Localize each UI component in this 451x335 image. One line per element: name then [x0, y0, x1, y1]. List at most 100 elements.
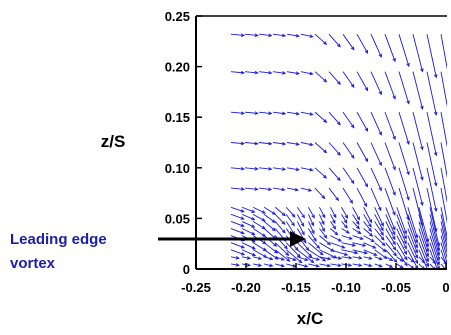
velocity-vector-head: [358, 263, 363, 267]
velocity-vector-head: [403, 235, 407, 240]
velocity-vector-head: [433, 182, 438, 187]
velocity-vector: [314, 111, 327, 123]
velocity-vector: [241, 242, 256, 250]
velocity-vector-head: [295, 33, 300, 38]
velocity-vector: [244, 187, 258, 190]
velocity-vector: [300, 142, 313, 146]
velocity-vector: [330, 228, 338, 236]
velocity-vector: [396, 207, 407, 234]
velocity-vector: [398, 34, 410, 67]
velocity-vector: [440, 112, 447, 148]
velocity-vector: [241, 249, 256, 257]
velocity-vector-head: [425, 248, 430, 253]
velocity-vector-head: [359, 236, 364, 240]
velocity-vector-head: [358, 256, 363, 260]
velocity-vector-head: [307, 188, 313, 192]
velocity-vector-head: [268, 70, 273, 75]
velocity-vector-head: [436, 242, 441, 247]
velocity-vector-head: [425, 263, 430, 268]
velocity-vector: [356, 187, 367, 207]
velocity-vector: [300, 33, 313, 38]
velocity-vector-head: [274, 256, 279, 260]
velocity-vector-head: [251, 209, 256, 213]
velocity-vector: [230, 111, 245, 114]
velocity-vector-head: [448, 159, 451, 162]
velocity-vector-head: [326, 241, 331, 246]
velocity-vector: [263, 249, 279, 260]
velocity-vector-head: [291, 213, 296, 218]
velocity-vector-head: [393, 252, 397, 257]
velocity-vector-head: [309, 167, 314, 172]
velocity-vector: [241, 256, 251, 259]
velocity-vector-head: [378, 131, 382, 136]
velocity-vector-head: [316, 244, 321, 249]
velocity-vector-head: [392, 135, 396, 141]
velocity-vector: [252, 242, 267, 251]
velocity-vector-head: [420, 68, 424, 73]
velocity-vector: [319, 256, 331, 260]
velocity-vector-head: [291, 222, 295, 227]
velocity-vector: [440, 214, 447, 244]
velocity-vector-head: [448, 247, 451, 250]
velocity-vector-head: [333, 255, 338, 259]
velocity-vector: [374, 263, 383, 268]
velocity-vector: [330, 242, 345, 249]
velocity-vector: [300, 71, 313, 75]
velocity-vector-head: [235, 256, 240, 260]
velocity-vector: [285, 206, 296, 218]
velocity-vector: [244, 71, 258, 74]
velocity-vector: [286, 167, 299, 171]
velocity-vector-head: [304, 257, 309, 262]
velocity-vector: [328, 33, 341, 48]
velocity-vector-head: [280, 257, 286, 261]
velocity-vector-head: [282, 71, 287, 75]
velocity-vector: [286, 256, 296, 261]
velocity-vector: [396, 263, 404, 269]
velocity-vector: [230, 167, 245, 170]
velocity-vector-head: [254, 70, 259, 75]
velocity-vector-head: [308, 253, 313, 258]
y-tick-label: 0.20: [165, 60, 190, 75]
velocity-vector-head: [448, 81, 451, 84]
velocity-vector: [341, 242, 356, 247]
velocity-vector-head: [403, 240, 407, 245]
velocity-vector: [258, 71, 272, 74]
velocity-vector-head: [356, 225, 360, 230]
velocity-vector: [356, 111, 368, 132]
velocity-vector: [241, 206, 255, 213]
velocity-vector: [252, 206, 266, 214]
velocity-vector-head: [271, 211, 277, 215]
velocity-vector-head: [448, 252, 451, 255]
velocity-vector-head: [311, 230, 315, 235]
velocity-vector-head: [336, 177, 341, 182]
velocity-vector-head: [301, 214, 305, 219]
velocity-vector: [274, 206, 286, 216]
velocity-vector-head: [433, 111, 438, 116]
velocity-vector-head: [310, 222, 314, 227]
velocity-vector-head: [420, 176, 424, 181]
velocity-vector-head: [269, 256, 274, 261]
velocity-vector-head: [378, 91, 382, 96]
velocity-vector: [285, 249, 302, 263]
velocity-vector-head: [378, 187, 382, 192]
velocity-vector: [363, 249, 377, 256]
velocity-vector: [370, 111, 382, 136]
velocity-vector: [429, 207, 440, 247]
velocity-vector-head: [240, 252, 246, 256]
velocity-vector: [314, 142, 327, 153]
velocity-vector-head: [348, 255, 353, 260]
velocity-vector: [253, 263, 262, 267]
annotation-line-1: Leading edge: [10, 231, 107, 248]
velocity-vector: [308, 256, 320, 261]
velocity-vector-head: [420, 222, 424, 227]
leading-edge-vortex-annotation: Leading edge vortex: [10, 231, 306, 272]
velocity-vector: [307, 207, 315, 218]
velocity-vector-head: [380, 222, 384, 227]
velocity-vector-head: [436, 252, 441, 257]
velocity-vector-head: [378, 53, 382, 58]
velocity-vector: [252, 221, 266, 230]
velocity-vector-head: [310, 259, 315, 264]
velocity-vector: [296, 221, 305, 235]
velocity-vector: [275, 263, 285, 267]
velocity-vector: [341, 214, 348, 224]
